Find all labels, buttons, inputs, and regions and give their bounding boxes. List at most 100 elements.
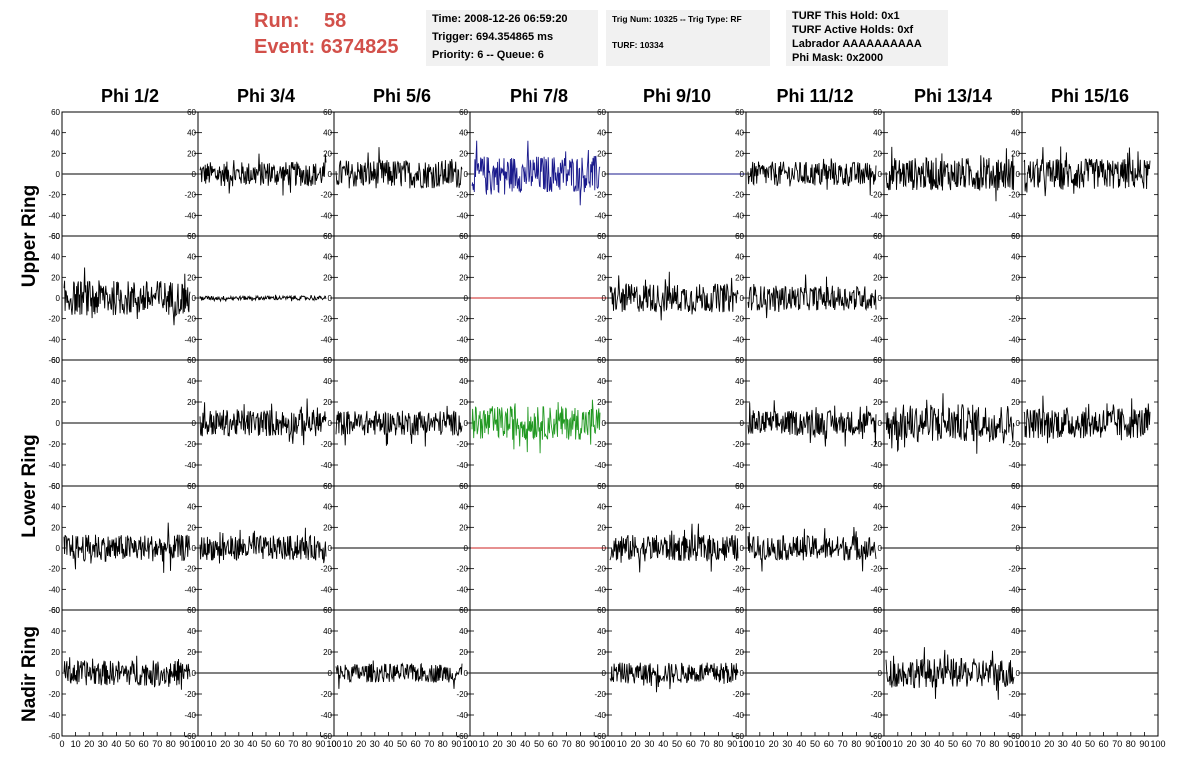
y-tick-label: -40 — [594, 335, 606, 344]
y-tick-label: -20 — [320, 565, 332, 574]
y-tick-label: 40 — [873, 377, 882, 386]
x-tick-label: 0 — [331, 739, 336, 749]
y-tick-label: -40 — [456, 211, 468, 220]
y-tick-label: 0 — [56, 294, 61, 303]
waveform-line — [199, 294, 327, 303]
x-tick-label: 80 — [713, 739, 723, 749]
y-tick-label: 0 — [740, 294, 745, 303]
y-tick-label: -60 — [48, 482, 60, 491]
x-tick-label: 30 — [644, 739, 654, 749]
x-tick-label: 30 — [370, 739, 380, 749]
y-tick-label: 60 — [1011, 232, 1020, 241]
y-tick-label: -40 — [48, 585, 60, 594]
y-tick-label: 20 — [1011, 149, 1020, 158]
y-tick-label: -20 — [732, 565, 744, 574]
y-tick-label: 0 — [878, 294, 883, 303]
y-tick-label: 40 — [735, 627, 744, 636]
y-tick-label: 60 — [187, 356, 196, 365]
y-tick-label: 60 — [597, 232, 606, 241]
y-tick-label: 60 — [187, 606, 196, 615]
x-tick-label: 40 — [520, 739, 530, 749]
y-tick-label: 60 — [735, 606, 744, 615]
y-tick-label: -40 — [594, 211, 606, 220]
y-tick-label: -40 — [320, 211, 332, 220]
y-tick-label: -60 — [870, 732, 882, 741]
x-tick-label: 100 — [876, 739, 891, 749]
y-tick-label: 20 — [459, 398, 468, 407]
x-tick-label: 0 — [743, 739, 748, 749]
waveform-line — [335, 660, 463, 689]
y-tick-label: -20 — [594, 315, 606, 324]
y-tick-label: -60 — [1008, 732, 1020, 741]
x-tick-label: 90 — [865, 739, 875, 749]
y-tick-label: 0 — [464, 294, 469, 303]
y-tick-label: 60 — [323, 482, 332, 491]
y-tick-label: 20 — [323, 273, 332, 282]
y-tick-label: -40 — [184, 335, 196, 344]
x-tick-label: 80 — [302, 739, 312, 749]
x-tick-label: 0 — [1019, 739, 1024, 749]
y-tick-label: -40 — [870, 711, 882, 720]
y-tick-label: 40 — [187, 129, 196, 138]
y-tick-label: -20 — [870, 690, 882, 699]
event-value: 6374825 — [320, 36, 399, 58]
y-tick-label: 60 — [51, 232, 60, 241]
waveform-line — [609, 523, 739, 573]
y-tick-label: -40 — [870, 585, 882, 594]
x-tick-label: 90 — [1003, 739, 1013, 749]
y-tick-label: 20 — [735, 648, 744, 657]
y-tick-label: -20 — [1008, 690, 1020, 699]
y-tick-label: -60 — [594, 732, 606, 741]
waveform-line — [747, 274, 877, 319]
x-tick-label: 90 — [451, 739, 461, 749]
x-tick-label: 30 — [1058, 739, 1068, 749]
waveform-line — [885, 393, 1015, 454]
y-tick-label: 60 — [873, 108, 882, 117]
x-tick-label: 100 — [600, 739, 615, 749]
y-tick-label: 0 — [1016, 170, 1021, 179]
y-tick-label: 0 — [602, 294, 607, 303]
y-tick-label: 60 — [735, 482, 744, 491]
x-tick-label: 100 — [1014, 739, 1029, 749]
y-tick-label: -20 — [594, 690, 606, 699]
y-tick-label: 20 — [459, 523, 468, 532]
y-tick-label: 40 — [597, 503, 606, 512]
turf-hold-info-box: TURF This Hold: 0x1 TURF Active Holds: 0… — [786, 10, 948, 66]
y-tick-label: 60 — [735, 108, 744, 117]
y-tick-label: 0 — [328, 294, 333, 303]
y-tick-label: 60 — [187, 232, 196, 241]
y-tick-label: 20 — [323, 648, 332, 657]
y-tick-label: 20 — [873, 149, 882, 158]
x-tick-label: 40 — [1071, 739, 1081, 749]
y-tick-label: 60 — [597, 108, 606, 117]
x-tick-label: 30 — [782, 739, 792, 749]
y-tick-label: 20 — [735, 149, 744, 158]
y-tick-label: 40 — [459, 129, 468, 138]
x-tick-label: 90 — [315, 739, 325, 749]
waveform-line — [747, 158, 877, 196]
y-tick-label: 60 — [459, 356, 468, 365]
y-tick-label: -40 — [1008, 335, 1020, 344]
x-tick-label: 90 — [179, 739, 189, 749]
x-tick-label: 70 — [976, 739, 986, 749]
x-tick-label: 0 — [467, 739, 472, 749]
y-tick-label: -20 — [594, 565, 606, 574]
y-tick-label: -40 — [456, 461, 468, 470]
y-tick-label: -40 — [320, 335, 332, 344]
y-tick-label: -20 — [184, 440, 196, 449]
x-tick-label: 10 — [893, 739, 903, 749]
x-tick-label: 80 — [575, 739, 585, 749]
y-tick-label: 20 — [187, 273, 196, 282]
y-tick-label: 60 — [735, 232, 744, 241]
y-tick-label: 0 — [56, 419, 61, 428]
